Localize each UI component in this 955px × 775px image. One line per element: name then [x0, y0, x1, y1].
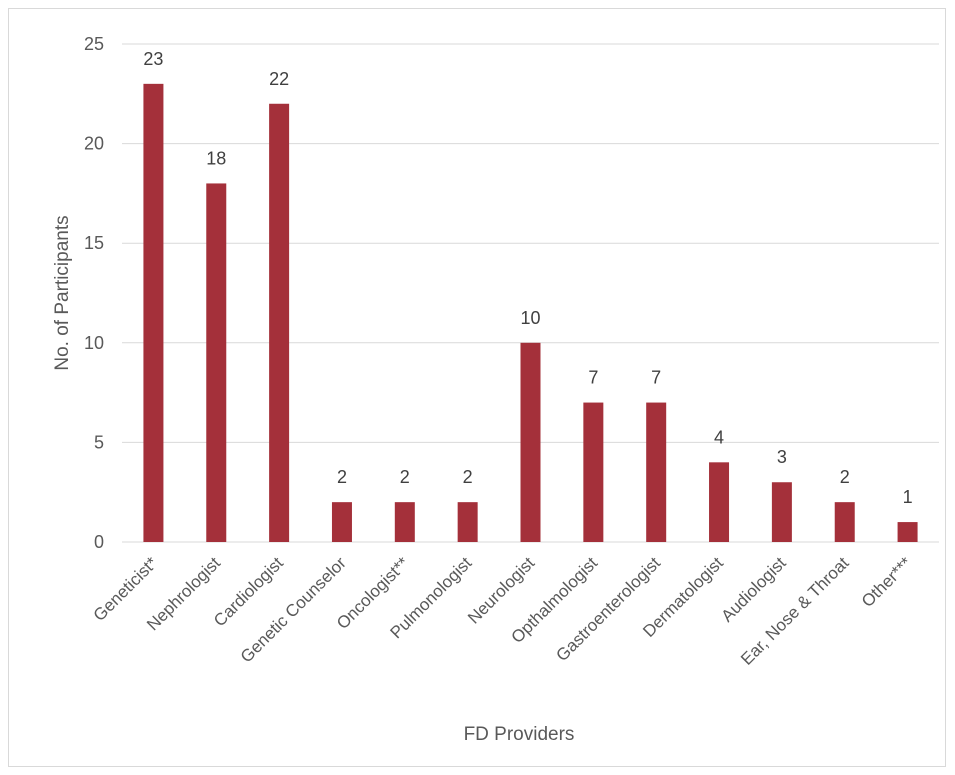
bar: [897, 522, 918, 542]
x-tick-label: Gastroenterologist: [552, 553, 664, 665]
bar: [583, 402, 604, 542]
y-tick-label: 20: [84, 134, 104, 154]
y-tick-label: 10: [84, 333, 104, 353]
data-label: 2: [840, 467, 850, 487]
bar: [143, 83, 164, 542]
y-axis-title: No. of Participants: [52, 215, 73, 370]
bar: [834, 502, 855, 542]
bar: [646, 402, 667, 542]
x-tick-label: Other***: [858, 553, 916, 611]
data-label: 10: [520, 308, 540, 328]
y-tick-label: 15: [84, 233, 104, 253]
bar: [771, 482, 792, 542]
y-tick-label: 5: [94, 432, 104, 452]
data-label: 4: [714, 427, 724, 447]
bar: [457, 502, 478, 542]
x-axis-title: FD Providers: [464, 724, 575, 745]
y-tick-label: 0: [94, 532, 104, 552]
data-label: 7: [588, 368, 598, 388]
x-tick-label: Ear, Nose & Throat: [737, 553, 853, 669]
data-label: 1: [903, 487, 913, 507]
bar: [269, 103, 290, 542]
bar: [709, 462, 730, 542]
data-label: 18: [206, 148, 226, 168]
bar: [206, 183, 227, 542]
data-label: 7: [651, 368, 661, 388]
bar: [394, 502, 415, 542]
data-label: 2: [337, 467, 347, 487]
data-label: 3: [777, 447, 787, 467]
data-label: 2: [463, 467, 473, 487]
data-label: 2: [400, 467, 410, 487]
data-label: 23: [143, 49, 163, 69]
bar: [331, 502, 352, 542]
y-tick-label: 25: [84, 34, 104, 54]
chart-frame: [8, 8, 946, 767]
data-label: 22: [269, 69, 289, 89]
bar: [520, 342, 541, 542]
x-tick-label: Genetic Counselor: [237, 553, 350, 666]
